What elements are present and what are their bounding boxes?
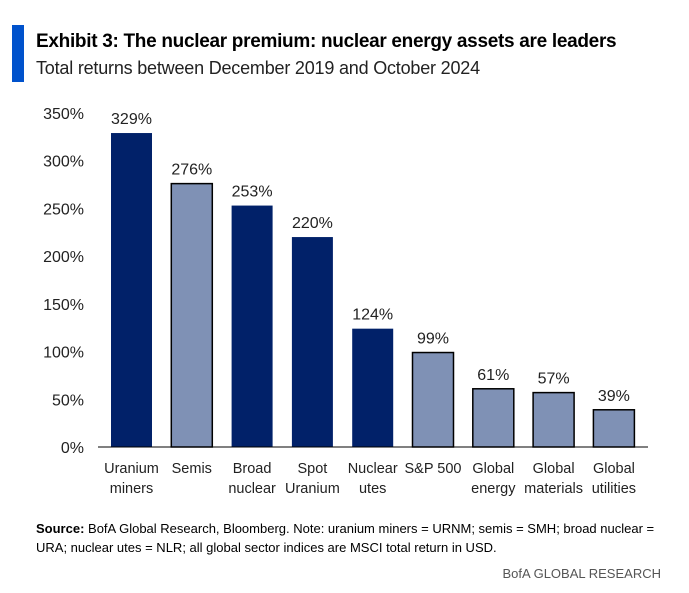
data-label: 276% — [171, 162, 212, 179]
x-tick-label: energy — [471, 481, 516, 497]
data-label: 39% — [598, 388, 630, 405]
x-tick-label: miners — [110, 481, 154, 497]
x-tick-label: Uranium — [104, 461, 159, 477]
y-tick-label: 350% — [43, 106, 84, 123]
data-label: 253% — [232, 184, 273, 201]
data-label: 61% — [477, 367, 509, 384]
x-tick-label: Semis — [172, 461, 212, 477]
y-tick-label: 100% — [43, 345, 84, 362]
bar — [170, 182, 214, 448]
data-label: 220% — [292, 215, 333, 232]
y-tick-label: 300% — [43, 154, 84, 171]
x-tick-label: Spot — [297, 461, 327, 477]
brand-label: BofA GLOBAL RESEARCH — [502, 566, 661, 581]
bar — [411, 351, 455, 448]
data-label: 57% — [538, 371, 570, 388]
y-tick-label: 50% — [52, 392, 84, 409]
y-tick-label: 200% — [43, 249, 84, 266]
y-tick-label: 0% — [61, 440, 84, 457]
data-label: 329% — [111, 111, 152, 128]
y-tick-label: 150% — [43, 297, 84, 314]
x-tick-label: S&P 500 — [405, 461, 462, 477]
data-label: 99% — [417, 331, 449, 348]
bar — [592, 409, 636, 448]
source-note: Source: BofA Global Research, Bloomberg.… — [36, 521, 655, 555]
bar — [111, 133, 152, 448]
y-tick-label: 250% — [43, 201, 84, 218]
x-tick-label: utilities — [592, 481, 636, 497]
chart-subtitle: Total returns between December 2019 and … — [36, 58, 480, 78]
x-tick-label: Global — [593, 461, 635, 477]
x-tick-label: utes — [359, 481, 386, 497]
bar — [352, 328, 394, 447]
chart-title: Exhibit 3: The nuclear premium: nuclear … — [36, 31, 617, 52]
x-tick-label: Broad — [233, 461, 272, 477]
x-tick-label: nuclear — [228, 481, 276, 497]
x-tick-label: Global — [472, 461, 514, 477]
bar — [231, 205, 273, 447]
x-tick-label: materials — [524, 481, 583, 497]
bar — [291, 237, 333, 447]
bar — [472, 388, 515, 448]
accent-bar — [12, 25, 24, 82]
x-tick-label: Global — [533, 461, 575, 477]
bar — [532, 391, 575, 448]
data-label: 124% — [352, 307, 393, 324]
x-tick-label: Nuclear — [348, 461, 398, 477]
x-tick-label: Uranium — [285, 481, 340, 497]
